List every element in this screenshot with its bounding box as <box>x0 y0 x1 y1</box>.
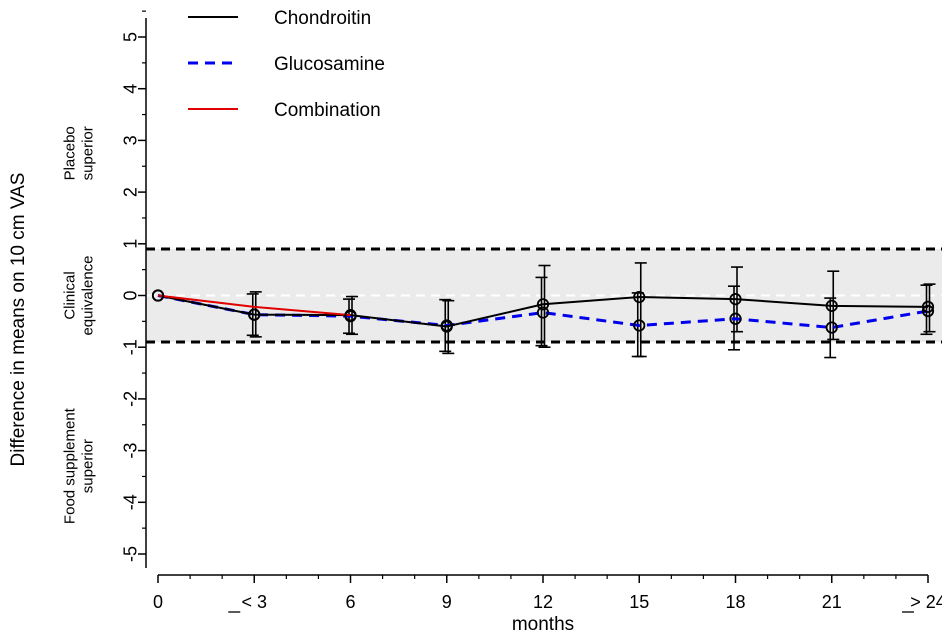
x-tick-label: 18 <box>725 592 745 612</box>
legend-label-combination: Combination <box>274 100 381 121</box>
region-middle-line-2: equivalence <box>79 255 96 335</box>
legend: Chondroitin Glucosamine Combination <box>188 8 385 121</box>
x-tick-label: < 3 <box>241 592 267 612</box>
y-axis-title: Difference in means on 10 cm VAS <box>8 173 29 467</box>
x-tick-label: 15 <box>629 592 649 612</box>
y-tick-label: 5 <box>120 32 140 42</box>
region-label-placebo-superior: Placebo superior <box>61 126 96 180</box>
y-tick-label: -5 <box>120 546 140 562</box>
combination-series-line <box>157 294 351 317</box>
x-tick-label: 9 <box>442 592 452 612</box>
region-upper-line-2: superior <box>79 126 96 180</box>
chondroitin-point <box>151 289 165 302</box>
y-tick-label: -3 <box>120 443 140 459</box>
legend-label-glucosamine: Glucosamine <box>274 54 385 75</box>
y-tick-label: 0 <box>120 290 140 300</box>
y-axis-ticks: 5 4 3 2 1 0 -1 -2 -3 -4 -5 <box>120 10 146 562</box>
y-tick-label: -4 <box>120 494 140 510</box>
x-tick-label: > 24 <box>910 592 942 612</box>
glucosamine-point <box>633 319 646 332</box>
legend-label-chondroitin: Chondroitin <box>274 8 371 29</box>
y-tick-label: 1 <box>120 239 140 249</box>
chondroitin-point <box>729 293 742 306</box>
glucosamine-point <box>921 304 935 318</box>
x-axis-ticks: 0 < 3 6 9 12 15 18 21 > 24 <box>153 575 942 613</box>
series-layer <box>151 262 936 359</box>
y-tick-label: -2 <box>120 391 140 407</box>
region-label-food-supplement-superior: Food supplement superior <box>61 407 96 524</box>
x-tick-label: 6 <box>345 592 355 612</box>
chondroitin-point <box>536 298 550 311</box>
chondroitin-point <box>344 309 357 322</box>
y-tick-label: 2 <box>120 187 140 197</box>
chondroitin-point <box>921 300 935 313</box>
region-label-clinical-equivalence: Clinical equivalence <box>61 255 96 335</box>
chondroitin-point <box>825 299 838 312</box>
region-lower-line-1: Food supplement <box>61 407 78 524</box>
x-axis-title: months <box>512 614 574 635</box>
x-tick-label: 12 <box>533 592 553 612</box>
region-upper-line-1: Placebo <box>61 126 78 180</box>
glucosamine-point <box>729 312 742 325</box>
glucosamine-series-line <box>157 294 929 330</box>
region-middle-line-1: Clinical <box>61 271 78 319</box>
x-tick-label: 0 <box>153 592 163 612</box>
x-tick-label: 21 <box>822 592 842 612</box>
glucosamine-point <box>825 321 838 334</box>
chondroitin-point <box>440 320 453 333</box>
y-tick-label: -1 <box>120 339 140 355</box>
chondroitin-series-line <box>157 294 929 328</box>
chondroitin-point <box>633 290 646 304</box>
region-lower-line-2: superior <box>79 439 96 493</box>
glucosamine-point <box>536 306 550 319</box>
chondroitin-point <box>248 308 261 321</box>
y-tick-label: 3 <box>120 135 140 145</box>
y-tick-label: 4 <box>120 84 140 94</box>
